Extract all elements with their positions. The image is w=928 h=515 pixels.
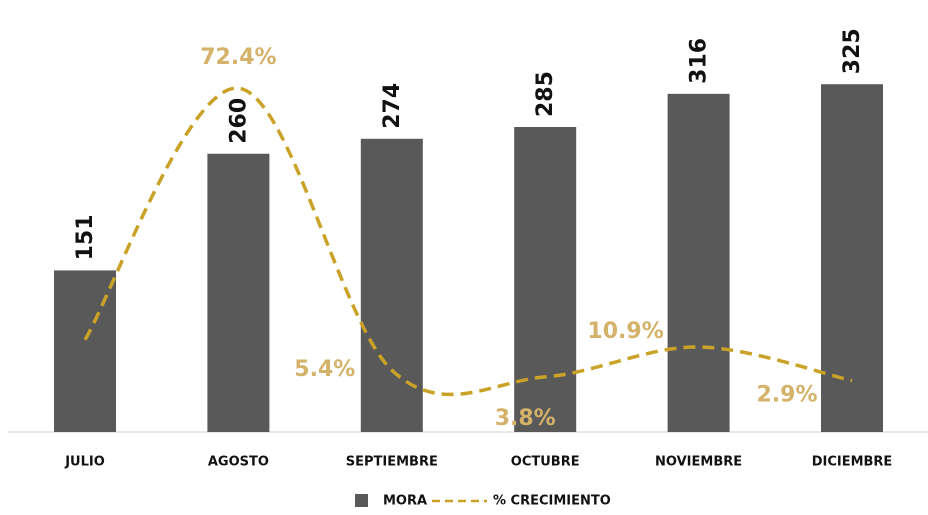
x-tick-label: NOVIEMBRE — [655, 455, 742, 470]
line-value-label: 3.8% — [495, 406, 556, 431]
line — [85, 88, 852, 394]
bar — [668, 94, 730, 432]
line-value-label: 2.9% — [756, 383, 817, 408]
line-value-label: 10.9% — [587, 319, 663, 344]
bar — [207, 154, 269, 432]
legend-label: % CRECIMIENTO — [493, 494, 611, 509]
x-tick-label: DICIEMBRE — [812, 455, 893, 470]
legend-swatch — [355, 494, 368, 507]
x-tick-label: OCTUBRE — [511, 455, 580, 470]
bar-value-label: 285 — [533, 71, 558, 117]
bar — [514, 127, 576, 432]
bar-value-label: 274 — [380, 83, 405, 129]
legend-label: MORA — [383, 494, 427, 509]
chart: JULIO AGOSTO SEPTIEMBRE OCTUBRE NOVIEMBRE DIC… — [0, 0, 928, 515]
line-value-label: 72.4% — [200, 45, 276, 70]
bar — [54, 270, 116, 432]
bar — [361, 139, 423, 432]
bar-value-label: 316 — [687, 38, 712, 84]
x-tick-label: AGOSTO — [208, 455, 269, 470]
x-tick-label: JULIO — [64, 455, 105, 470]
x-tick-label: SEPTIEMBRE — [346, 455, 438, 470]
bar-value-label: 325 — [840, 28, 865, 74]
line-value-label: 5.4% — [294, 357, 355, 382]
bar-value-label: 151 — [73, 214, 98, 260]
bar-value-label: 260 — [226, 98, 251, 144]
